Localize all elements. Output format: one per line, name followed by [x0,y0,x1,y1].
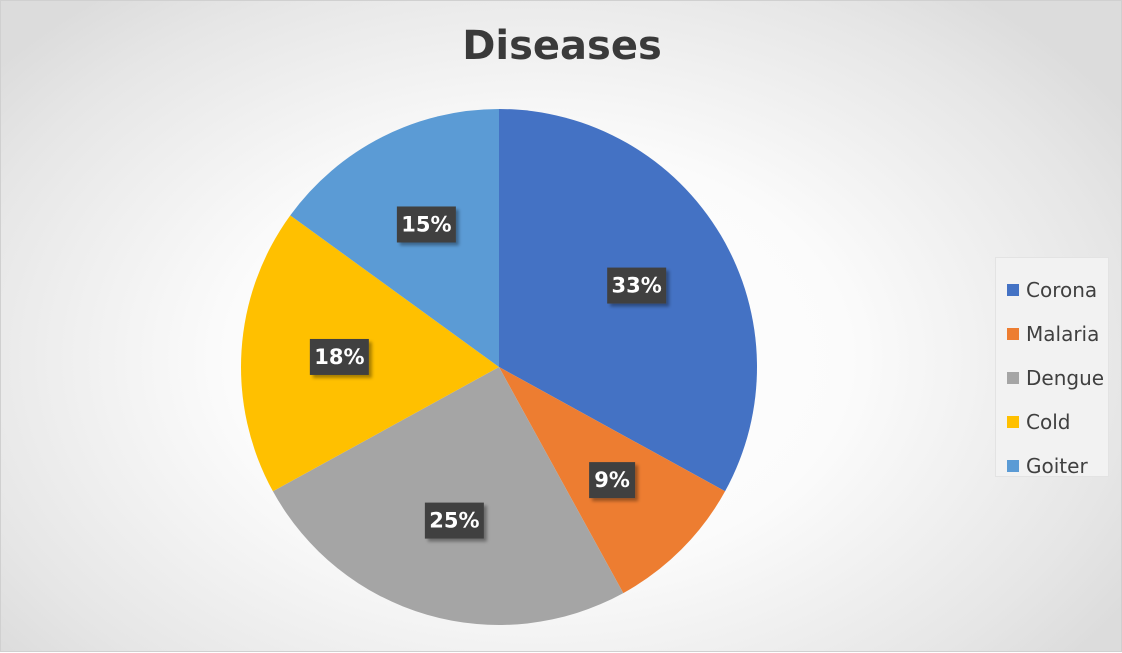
data-label-cold: 18% [309,338,369,375]
pie-slice-dengue [272,367,624,625]
svg-text:15%: 15% [401,212,451,236]
data-label-corona: 33% [607,267,667,304]
data-label-malaria: 9% [589,462,636,499]
legend-swatch [1007,284,1019,296]
legend-label: Corona [1026,278,1098,302]
legend-label: Dengue [1026,366,1105,390]
svg-text:33%: 33% [612,274,662,298]
pie-slice-goiter [290,109,499,367]
svg-text:25%: 25% [429,509,479,533]
svg-text:9%: 9% [594,468,630,492]
legend-item-malaria: Malaria [996,312,1108,356]
data-label-dengue: 25% [424,502,484,539]
legend-swatch [1007,460,1019,472]
legend-swatch [1007,328,1019,340]
legend-label: Malaria [1026,322,1100,346]
legend-swatch [1007,416,1019,428]
pie-slice-cold [241,215,499,492]
legend-swatch [1007,372,1019,384]
legend-label: Goiter [1026,454,1088,478]
legend-item-cold: Cold [996,400,1108,444]
chart-title: Diseases [462,23,662,69]
legend-label: Cold [1026,410,1071,434]
legend-item-goiter: Goiter [996,444,1108,488]
data-label-goiter: 15% [396,206,456,243]
svg-text:18%: 18% [314,345,364,369]
legend-item-corona: Corona [996,268,1108,312]
legend-item-dengue: Dengue [996,356,1108,400]
legend: Corona Malaria Dengue Cold Goiter [995,257,1109,478]
